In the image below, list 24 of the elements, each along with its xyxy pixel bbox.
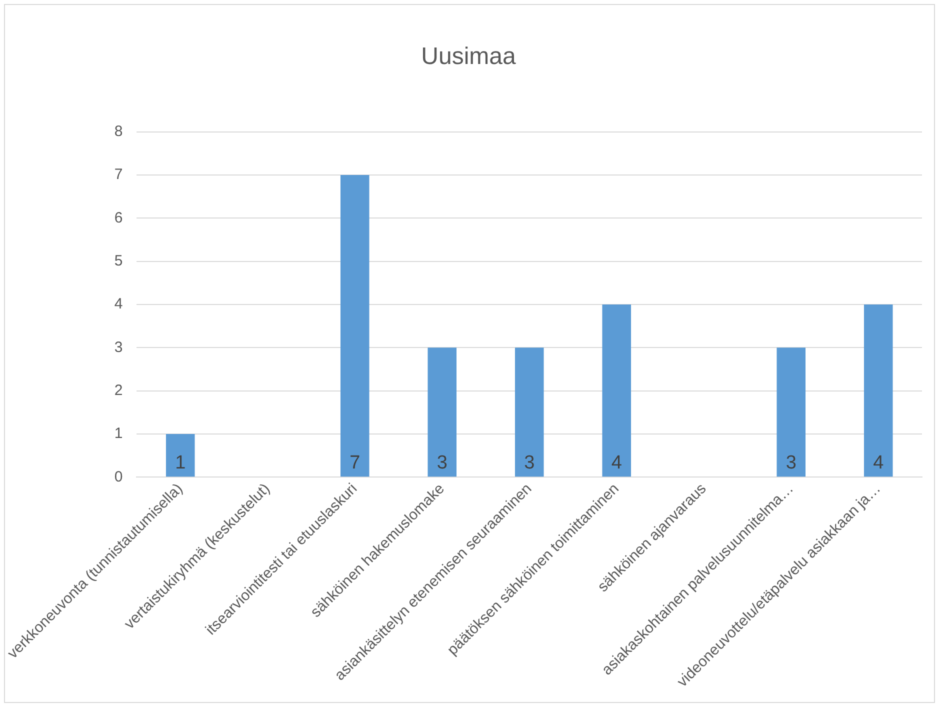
bar <box>864 304 893 477</box>
y-tick-label: 4 <box>114 296 123 313</box>
y-tick-label: 7 <box>114 166 123 184</box>
y-tick-label: 5 <box>114 252 123 270</box>
data-label: 4 <box>611 452 622 474</box>
data-label: 3 <box>786 452 796 474</box>
bar <box>602 304 632 477</box>
data-label: 3 <box>524 452 535 474</box>
bar <box>776 348 806 477</box>
data-label: 3 <box>436 452 448 474</box>
data-label: 1 <box>175 452 186 474</box>
bar <box>340 174 370 477</box>
bar <box>514 348 544 477</box>
y-tick-label: 8 <box>114 122 123 140</box>
bar <box>428 348 457 477</box>
y-tick-label: 2 <box>114 382 123 399</box>
y-tick-label: 6 <box>114 209 123 226</box>
data-label: 4 <box>873 452 884 474</box>
chart-title: Uusimaa <box>421 43 516 70</box>
y-tick-label: 1 <box>114 425 123 442</box>
y-tick-label: 3 <box>114 338 123 356</box>
bar <box>166 434 195 477</box>
data-label: 7 <box>350 452 360 474</box>
y-tick-label: 0 <box>114 468 123 486</box>
